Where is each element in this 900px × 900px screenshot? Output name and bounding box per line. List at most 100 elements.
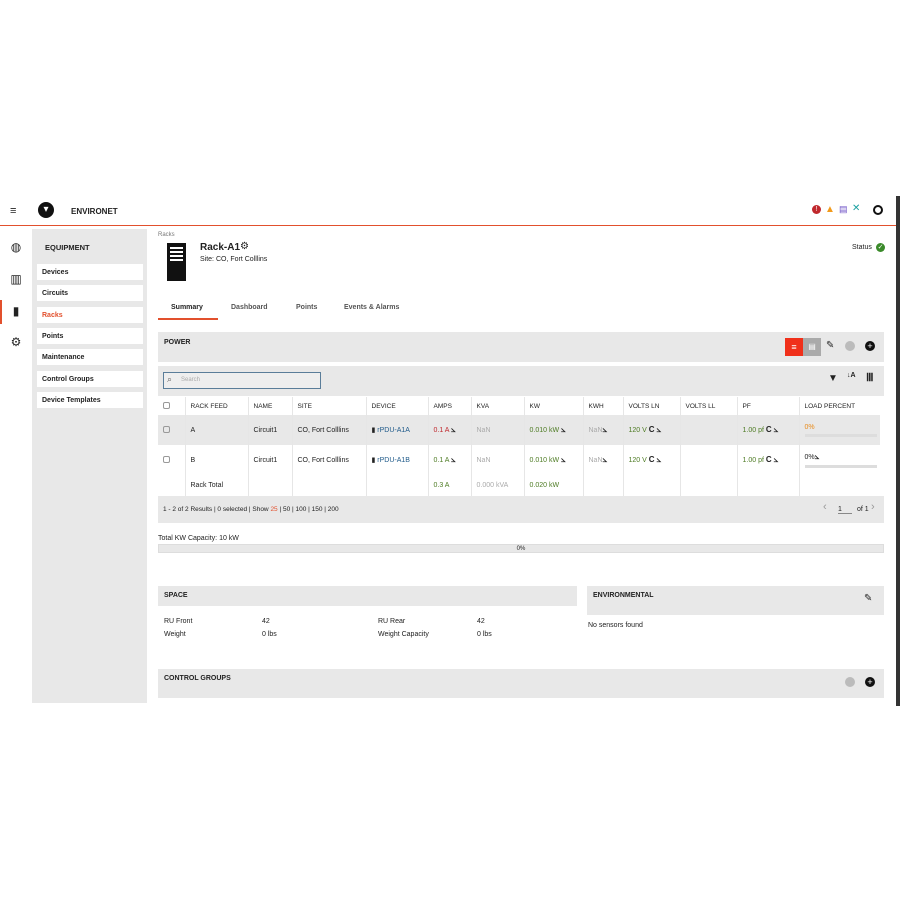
col-header[interactable]: KWH <box>583 397 624 415</box>
load-percent: 0% <box>804 423 815 431</box>
warning-icon[interactable]: ▲ <box>825 204 835 215</box>
sidebar-item-devices[interactable]: Devices <box>37 264 143 280</box>
page-input[interactable]: 1 <box>838 506 852 514</box>
list-view-button[interactable]: ≡ <box>785 338 803 356</box>
table-row[interactable]: B Circuit1 CO, Fort Colllins ▮ rPDU-A1B … <box>158 445 880 475</box>
sidebar-item-points[interactable]: Points <box>37 328 143 344</box>
breadcrumb[interactable]: Racks <box>158 232 175 238</box>
menu-icon[interactable]: ≡ <box>10 205 17 217</box>
sidebar-title: EQUIPMENT <box>45 243 90 252</box>
trend-chart-icon[interactable]: ⦣ <box>773 455 779 464</box>
search-input[interactable]: ⌕ Search <box>163 372 321 389</box>
sort-icon[interactable]: ↓A <box>847 372 856 379</box>
power-header: POWER ≡ ▤ ✎ + <box>158 332 884 362</box>
add-icon[interactable]: + <box>865 677 875 687</box>
trend-chart-icon[interactable]: ⦣ <box>451 425 456 434</box>
trend-chart-icon[interactable]: ⦣ <box>602 455 608 464</box>
sidebar-item-control-groups[interactable]: Control Groups <box>37 371 143 387</box>
remove-icon[interactable] <box>845 341 855 351</box>
col-header[interactable]: PF <box>737 397 800 415</box>
page-size-25[interactable]: 25 <box>270 506 278 513</box>
row-checkbox[interactable] <box>163 455 170 463</box>
sidebar-item-maintenance[interactable]: Maintenance <box>37 349 143 365</box>
environmental-header: ENVIRONMENTAL ✎ <box>587 586 884 615</box>
tab-dashboard[interactable]: Dashboard <box>231 304 268 311</box>
filter-icon[interactable]: ▼ <box>828 373 838 384</box>
device-link[interactable]: rPDU-A1A <box>377 427 410 434</box>
kwh: NaN <box>588 427 603 434</box>
capacity-percent: 0% <box>516 546 526 552</box>
control-groups-header: CONTROL GROUPS + <box>158 669 884 698</box>
user-icon[interactable] <box>873 205 883 215</box>
volts-ln: 120 V <box>628 457 647 464</box>
edit-icon[interactable]: ✎ <box>826 340 835 351</box>
search-placeholder: Search <box>181 377 201 383</box>
active-indicator <box>0 300 2 324</box>
col-header[interactable]: SITE <box>292 397 367 415</box>
col-header[interactable]: LOAD PERCENT <box>804 402 856 410</box>
calc-icon[interactable]: C <box>765 455 772 464</box>
trend-chart-icon[interactable]: ⦣ <box>602 425 608 434</box>
col-header[interactable]: NAME <box>248 397 293 415</box>
sidebar-item-circuits[interactable]: Circuits <box>37 285 143 301</box>
col-header[interactable]: AMPS <box>428 397 472 415</box>
critical-alarm-icon[interactable]: ! <box>812 205 821 214</box>
reports-icon[interactable]: ▥ <box>10 272 22 286</box>
tab-bar: Summary Dashboard Points Events & Alarms <box>158 300 458 322</box>
calc-icon[interactable]: C <box>648 425 655 434</box>
columns-icon[interactable]: Ⅲ <box>866 372 874 384</box>
space-title: SPACE <box>164 592 188 599</box>
grid-view-button[interactable]: ▤ <box>803 338 821 356</box>
edit-icon[interactable]: ✎ <box>864 593 873 604</box>
tab-events-alarms[interactable]: Events & Alarms <box>344 304 400 311</box>
col-header[interactable]: KW <box>524 397 584 415</box>
col-header[interactable]: RACK FEED <box>185 397 249 415</box>
weight-capacity-label: Weight Capacity <box>378 631 429 638</box>
total-kw: 0.020 kW <box>524 475 584 496</box>
capacity-label: Total KW Capacity: 10 kW <box>158 535 239 542</box>
trend-chart-icon[interactable]: ⦣ <box>561 455 566 464</box>
page-size-options[interactable]: | 50 | 100 | 150 | 200 <box>277 506 339 513</box>
tools-icon[interactable]: ✕ <box>852 203 861 214</box>
trend-chart-icon[interactable]: ⦣ <box>656 455 662 464</box>
col-header[interactable]: KVA <box>471 397 525 415</box>
trend-chart-icon[interactable]: ⦣ <box>814 452 820 461</box>
rack-settings-icon[interactable]: ⚙ <box>240 241 249 252</box>
total-label: Rack Total <box>185 475 249 496</box>
trend-chart-icon[interactable]: ⦣ <box>561 425 566 434</box>
col-header[interactable]: VOLTS LL <box>680 397 738 415</box>
calc-icon[interactable]: C <box>648 455 655 464</box>
settings-icon[interactable]: ⚙ <box>10 335 22 349</box>
remove-icon[interactable] <box>845 677 855 687</box>
prev-page-button[interactable]: ‹ <box>823 501 827 513</box>
scrollbar[interactable] <box>896 196 900 706</box>
device-link[interactable]: rPDU-A1B <box>377 457 410 464</box>
total-amps: 0.3 A <box>428 475 472 496</box>
tab-summary[interactable]: Summary <box>171 304 203 311</box>
next-page-button[interactable]: › <box>871 501 875 513</box>
load-percent: 0% <box>804 454 815 461</box>
col-header[interactable]: VOLTS LN <box>623 397 681 415</box>
pdu-icon: ▮ <box>371 457 378 464</box>
trend-chart-icon[interactable]: ⦣ <box>773 425 779 434</box>
trend-chart-icon[interactable]: ⦣ <box>656 425 662 434</box>
row-checkbox[interactable] <box>163 425 170 433</box>
kva: NaN <box>471 445 525 475</box>
volts-ll <box>680 445 738 475</box>
rack-icon <box>167 243 186 281</box>
device-icon[interactable]: ▤ <box>839 204 848 214</box>
select-all-checkbox[interactable] <box>163 401 170 409</box>
col-header[interactable]: DEVICE <box>366 397 429 415</box>
trend-chart-icon[interactable]: ⦣ <box>451 455 456 464</box>
sidebar-item-racks[interactable]: Racks <box>37 307 143 323</box>
add-icon[interactable]: + <box>865 341 875 351</box>
dashboard-icon[interactable]: ◍ <box>10 240 22 254</box>
total-row: Rack Total 0.3 A 0.000 kVA 0.020 kW <box>158 475 880 496</box>
space-header: SPACE <box>158 586 577 606</box>
circuit-name: Circuit1 <box>248 445 293 475</box>
sidebar-item-device-templates[interactable]: Device Templates <box>37 392 143 408</box>
calc-icon[interactable]: C <box>765 425 772 434</box>
equipment-icon[interactable]: ▮ <box>12 304 20 318</box>
tab-points[interactable]: Points <box>296 304 318 311</box>
table-row[interactable]: A Circuit1 CO, Fort Colllins ▮ rPDU-A1A … <box>158 415 880 445</box>
